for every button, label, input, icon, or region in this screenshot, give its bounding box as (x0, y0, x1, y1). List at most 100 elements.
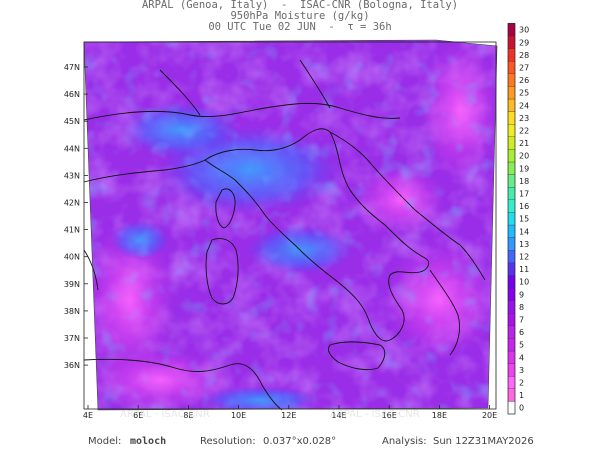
model-label: Model: (88, 436, 122, 447)
lat-label: 45N (64, 117, 80, 126)
coastlines (83, 59, 486, 411)
lat-label: 39N (64, 280, 80, 289)
colorbar-label: 30 (519, 26, 529, 35)
lat-label: 42N (64, 199, 80, 208)
colorbar-label: 8 (519, 303, 524, 312)
lon-label: 18E (432, 411, 447, 420)
colorbar-label: 5 (519, 341, 524, 350)
lon-label: 20E (482, 411, 497, 420)
lat-label: 46N (64, 90, 80, 99)
colorbar-label: 17 (519, 190, 529, 199)
colorbar-label: 23 (519, 114, 529, 123)
colorbar-swatch (507, 61, 516, 74)
colorbar-label: 27 (519, 64, 529, 73)
colorbar-label: 24 (519, 101, 529, 110)
lat-label: 43N (64, 171, 80, 180)
colorbar-swatch (507, 35, 516, 49)
colorbar-label: 19 (519, 164, 529, 173)
colorbar-swatch (507, 313, 516, 326)
colorbar-label: 10 (519, 278, 529, 287)
colorbar-label: 21 (519, 139, 529, 148)
colorbar-swatch (507, 161, 516, 175)
colorbar-swatch (507, 73, 516, 87)
lat-label: 41N (64, 226, 80, 235)
colorbar-label: 3 (519, 366, 524, 375)
colorbar-swatch (507, 401, 516, 415)
colorbar-swatch (507, 136, 516, 150)
colorbar-swatch (507, 325, 516, 339)
lon-label: 6E (133, 411, 143, 420)
longitude-axis: 4E 6E 8E 10E 12E 14E 16E 18E 20E (83, 405, 497, 420)
colorbar-swatch (507, 350, 516, 364)
colorbar-swatch (507, 187, 516, 200)
colorbar-swatch (507, 111, 516, 125)
title-line-time: 00 UTC Tue 02 JUN - τ = 36h (208, 21, 392, 33)
colorbar-label: 9 (519, 290, 524, 299)
colorbar-label: 14 (519, 227, 529, 236)
colorbar-swatch (507, 199, 516, 213)
analysis-label: Analysis: (382, 436, 427, 447)
map-title-block: ARPAL (Genoa, Italy) - ISAC-CNR (Bologna… (0, 0, 600, 33)
colorbar-swatch (507, 300, 516, 314)
colorbar-label: 16 (519, 202, 529, 211)
colorbar-label: 12 (519, 253, 529, 262)
analysis-value: Sun 12Z31MAY2026 (433, 436, 534, 447)
lon-label: 16E (382, 411, 397, 420)
lat-label: 36N (64, 361, 80, 370)
colorbar-swatch (507, 23, 516, 37)
colorbar-label: 22 (519, 127, 529, 136)
colorbar-swatch (507, 124, 516, 137)
lon-label: 8E (183, 411, 193, 420)
colorbar-label: 4 (519, 353, 524, 362)
colorbar-swatch (507, 98, 516, 112)
colorbar-label: 18 (519, 177, 529, 186)
resolution-value: 0.037°x0.028° (263, 436, 337, 447)
colorbar-swatch (507, 338, 516, 352)
watermark-left: ARPAL - ISAC-CNR (120, 409, 210, 420)
colorbar-swatch (507, 48, 516, 62)
colorbar-label: 0 (519, 404, 524, 413)
colorbar-frame (507, 23, 516, 415)
lat-label: 47N (64, 63, 80, 72)
watermark-right: ARPAL - ISAC-CNR (330, 409, 420, 420)
colorbar-swatch (507, 376, 516, 389)
colorbar-label: 1 (519, 391, 524, 400)
lon-label: 12E (281, 411, 296, 420)
domain-border (83, 39, 498, 411)
colorbar-swatch (507, 275, 516, 289)
colorbar-label: 29 (519, 38, 529, 47)
map-axes-frame (83, 41, 497, 410)
lon-label: 14E (331, 411, 346, 420)
footer-info: Model: moloch Resolution: 0.037°x0.028° … (0, 436, 600, 450)
colorbar-swatch (507, 86, 516, 100)
lon-label: 4E (83, 411, 93, 420)
colorbar-swatch (507, 237, 516, 251)
colorbar-label: 11 (519, 265, 529, 274)
title-line-institutions: ARPAL (Genoa, Italy) - ISAC-CNR (Bologna… (141, 0, 459, 11)
colorbar-swatch (507, 262, 516, 276)
lat-label: 44N (64, 144, 80, 153)
lat-label: 37N (64, 334, 80, 343)
colorbar-label: 28 (519, 51, 529, 60)
model-value: moloch (130, 436, 167, 447)
colorbar-swatch (507, 212, 516, 226)
lon-label: 10E (231, 411, 246, 420)
colorbar-label: 15 (519, 215, 529, 224)
colorbar-swatch (507, 250, 516, 263)
latitude-axis: 47N 46N 45N 44N 43N 42N 41N 40N 39N 38N 37N 36N (64, 63, 88, 370)
colorbar-label: 25 (519, 89, 529, 98)
colorbar-swatch (507, 388, 516, 402)
colorbar-label: 20 (519, 152, 529, 161)
colorbar: 0123456789101112131415161718192021222324… (507, 23, 529, 415)
colorbar-swatch (507, 287, 516, 301)
lat-label: 40N (64, 253, 80, 262)
title-line-variable: 950hPa Moisture (g/kg) (230, 10, 370, 22)
colorbar-label: 7 (519, 316, 524, 325)
colorbar-label: 6 (519, 328, 524, 337)
lat-label: 38N (64, 307, 80, 316)
colorbar-swatch (507, 224, 516, 238)
colorbar-label: 26 (519, 76, 529, 85)
colorbar-swatch (507, 149, 516, 163)
colorbar-label: 2 (519, 379, 524, 388)
